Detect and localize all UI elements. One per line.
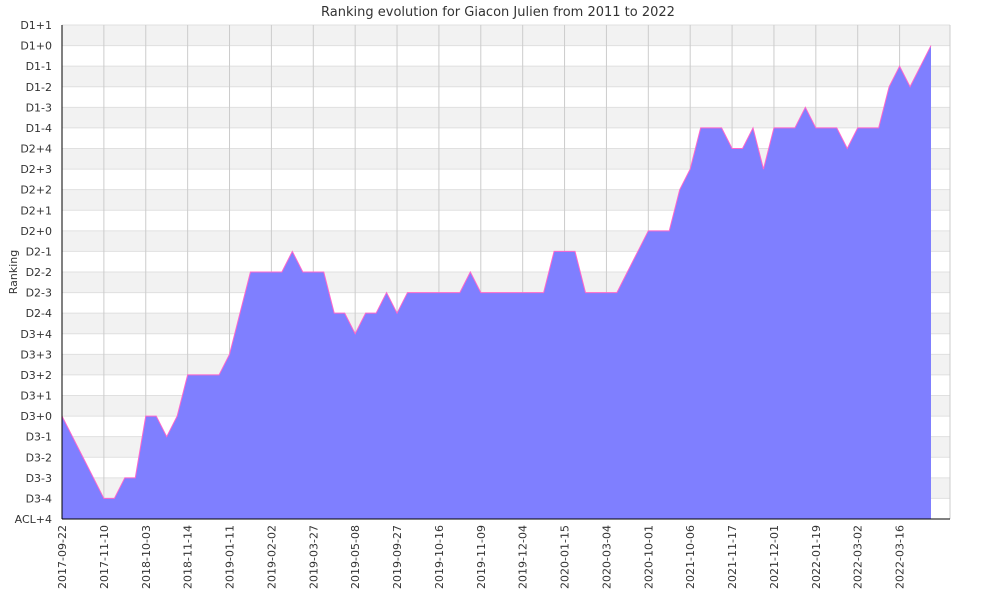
y-tick-label: D1-2 (26, 81, 52, 94)
grid-band (62, 25, 950, 46)
x-tick-label: 2020-03-04 (600, 525, 613, 589)
x-tick-label: 2022-03-16 (894, 525, 907, 589)
x-tick-label: 2019-10-16 (433, 525, 446, 589)
y-tick-label: D3+1 (20, 390, 52, 403)
y-tick-label: D1-3 (26, 101, 52, 114)
y-tick-label: ACL+4 (15, 513, 52, 526)
x-tick-label: 2021-11-17 (726, 525, 739, 589)
area (62, 45, 931, 519)
y-axis-label: Ranking (7, 250, 20, 295)
x-tick-label: 2017-11-10 (98, 525, 111, 589)
x-tick-label: 2019-12-04 (517, 525, 530, 589)
y-tick-label: D2+1 (20, 204, 52, 217)
y-tick-label: D2+2 (20, 184, 52, 197)
y-tick-label: D2-2 (26, 266, 52, 279)
y-tick-label: D1-1 (26, 60, 52, 73)
y-tick-label: D2-1 (26, 245, 52, 258)
x-tick-label: 2018-11-14 (182, 525, 195, 589)
x-tick-label: 2019-03-27 (307, 525, 320, 589)
x-tick-label: 2021-12-01 (768, 525, 781, 589)
y-tick-label: D3+0 (20, 410, 52, 423)
line (61, 45, 932, 499)
y-tick-label: D3-2 (26, 451, 52, 464)
y-tick-label: D3+4 (20, 328, 52, 341)
grid-band (62, 66, 950, 87)
grid-band (62, 107, 950, 128)
x-tick-label: 2019-01-11 (224, 525, 237, 589)
y-tick-label: D1+0 (20, 40, 52, 53)
y-tick-label: D3+2 (20, 369, 52, 382)
y-tick-label: D2+4 (20, 143, 52, 156)
y-tick-label: D3-1 (26, 431, 52, 444)
x-tick-label: 2022-03-02 (852, 525, 865, 589)
y-tick-label: D2+0 (20, 225, 52, 238)
y-tick-label: D1+1 (20, 19, 52, 32)
chart-title: Ranking evolution for Giacon Julien from… (321, 5, 675, 20)
y-tick-label: D2+3 (20, 163, 52, 176)
x-tick-label: 2019-02-02 (265, 525, 278, 589)
y-tick-label: D3-4 (26, 492, 52, 505)
x-tick-label: 2017-09-22 (56, 525, 69, 589)
x-tick-label: 2020-01-15 (559, 525, 572, 589)
x-tick-label: 2019-05-08 (349, 525, 362, 589)
y-tick-label: D1-4 (26, 122, 52, 135)
x-tick-label: 2021-10-06 (684, 525, 697, 589)
y-tick-label: D3+3 (20, 348, 52, 361)
x-tick-label: 2019-11-09 (475, 525, 488, 589)
x-tick-label: 2020-10-01 (642, 525, 655, 589)
y-tick-label: D2-4 (26, 307, 52, 320)
x-tick-label: 2018-10-03 (140, 525, 153, 589)
y-tick-label: D3-3 (26, 472, 52, 485)
x-tick-label: 2019-09-27 (391, 525, 404, 589)
y-tick-label: D2-3 (26, 287, 52, 300)
x-tick-label: 2022-01-19 (810, 525, 823, 589)
